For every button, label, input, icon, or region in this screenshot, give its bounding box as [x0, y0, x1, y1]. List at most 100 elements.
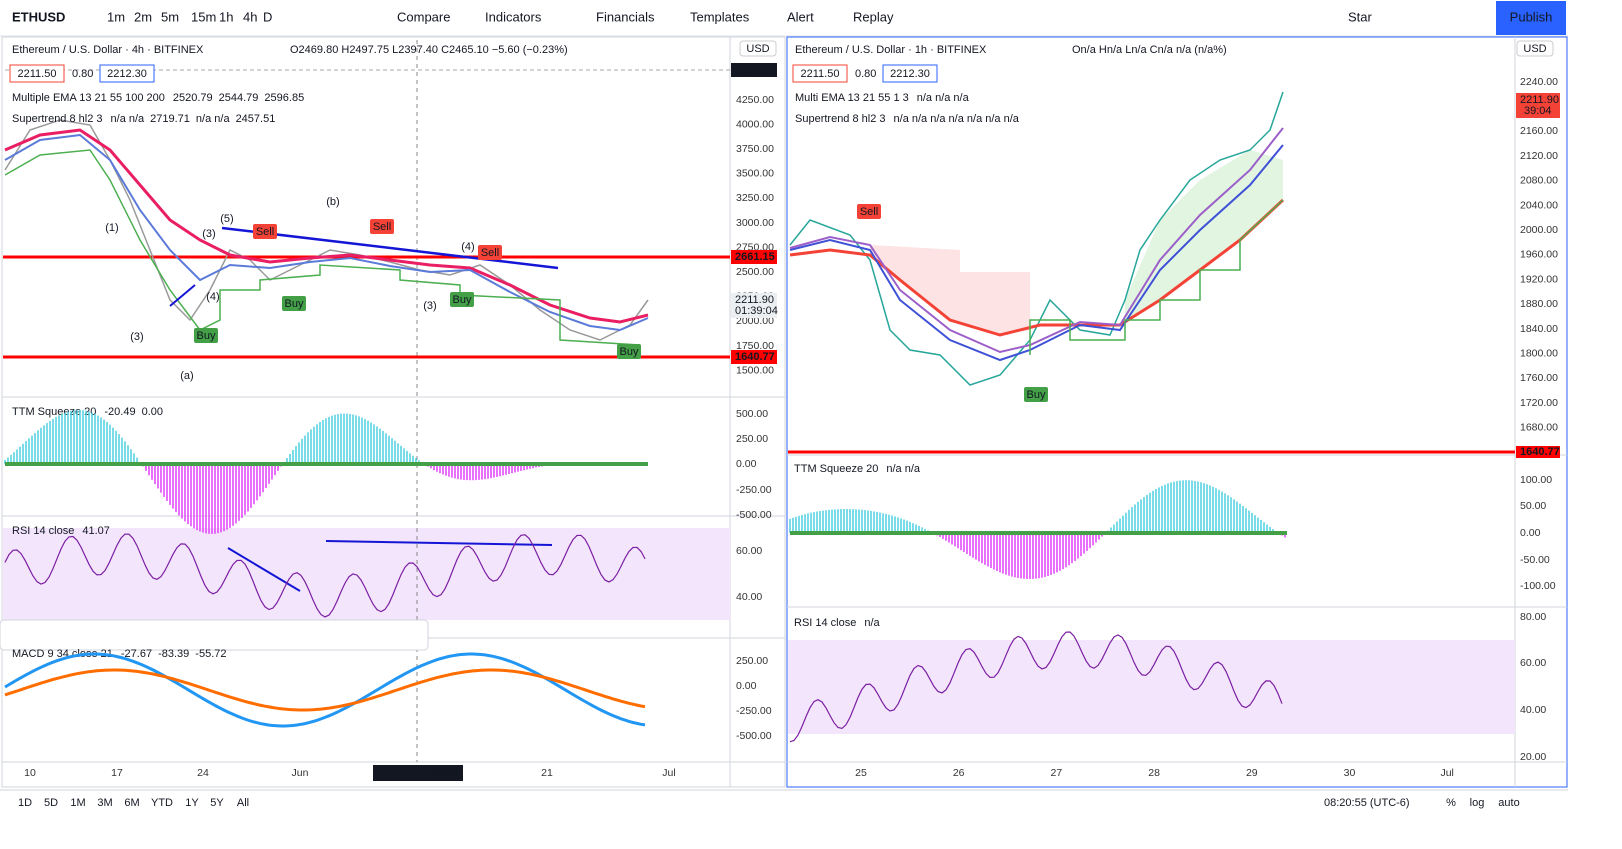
pane-axis-label: -250.00 — [736, 705, 772, 717]
price-label: 1800.00 — [1520, 347, 1558, 359]
ask-box — [882, 64, 938, 83]
range-button[interactable]: 5D — [44, 797, 58, 809]
supertrend-fill — [870, 245, 1030, 335]
interval[interactable]: D — [263, 9, 272, 24]
pane-value: -27.67 — [121, 648, 152, 660]
price-label: 2240.00 — [1520, 76, 1558, 88]
pane-axis-label: 0.00 — [1520, 527, 1541, 539]
ohlc: On/a Hn/a Ln/a Cn/a n/a (n/a%) — [1072, 44, 1227, 56]
trend-line — [227, 547, 301, 592]
interval[interactable]: 2m — [134, 9, 152, 24]
toolbar-button[interactable]: Templates — [690, 9, 750, 24]
pane-axis-label: 100.00 — [1520, 474, 1552, 486]
pane-axis-label: 60.00 — [1520, 657, 1546, 669]
publish-button[interactable] — [1496, 1, 1566, 35]
price-label: 2040.00 — [1520, 199, 1558, 211]
pane-axis-label: -100.00 — [1520, 580, 1556, 592]
price-label: 3000.00 — [736, 217, 774, 229]
interval[interactable]: 4h — [243, 9, 257, 24]
clock: 08:20:55 (UTC-6) — [1324, 797, 1410, 809]
rsi-line — [789, 631, 1283, 743]
spread: 0.80 — [855, 68, 876, 80]
crosshair-time: 10 Jun '21 18:00 — [377, 767, 458, 779]
signal-label: Sell — [481, 247, 499, 259]
range-button[interactable]: 1M — [70, 797, 85, 809]
ema-line — [4, 133, 649, 332]
price-tag — [731, 63, 777, 77]
price-tag — [731, 293, 777, 318]
time-label: 29 — [1246, 767, 1258, 779]
interval[interactable]: 1m — [107, 9, 125, 24]
wave-label: (4) — [206, 291, 219, 303]
time-label: 26 — [953, 767, 965, 779]
toolbar-button[interactable]: Compare — [397, 9, 450, 24]
range-button[interactable]: 5Y — [210, 797, 224, 809]
star-button[interactable]: Star — [1348, 9, 1373, 24]
price-tag-label: 01:39:04 — [735, 305, 778, 317]
macd-line — [4, 652, 646, 728]
price-tag — [1516, 446, 1560, 458]
price-label: 2500.00 — [736, 266, 774, 278]
range-button[interactable]: All — [237, 797, 249, 809]
trend-line — [169, 284, 196, 307]
scale-option[interactable]: log — [1470, 797, 1485, 809]
currency-box — [739, 40, 777, 57]
indicator-value: 2596.85 — [264, 92, 304, 104]
pane-value: -83.39 — [158, 648, 189, 660]
price-label: 4250.00 — [736, 94, 774, 106]
signal-label: Buy — [285, 298, 304, 310]
price-label: 2000.00 — [1520, 224, 1558, 236]
rsi-band — [788, 640, 1515, 734]
toolbar-button[interactable]: Alert — [787, 9, 814, 24]
toolbar-button[interactable]: Financials — [596, 9, 655, 24]
pane-value: 41.07 — [82, 525, 110, 537]
price-label: 1750.00 — [736, 340, 774, 352]
price-label: 2120.00 — [1520, 150, 1558, 162]
time-label: 10 — [24, 767, 36, 779]
range-button[interactable]: 6M — [124, 797, 139, 809]
pane-axis-label: 60.00 — [736, 545, 762, 557]
indicator-value: 2457.51 — [236, 113, 276, 125]
price-tag — [1516, 93, 1560, 118]
scale-option[interactable]: % — [1446, 797, 1456, 809]
range-button[interactable]: 3M — [97, 797, 112, 809]
scale-option[interactable]: auto — [1498, 797, 1519, 809]
price-label: 4000.00 — [736, 118, 774, 130]
pane-name: RSI 14 close — [12, 525, 74, 537]
interval[interactable]: 1h — [219, 9, 233, 24]
interval[interactable]: 15m — [191, 9, 216, 24]
publish-label[interactable]: Publish — [1510, 9, 1553, 24]
ohlc: O2469.80 H2497.75 L2397.40 C2465.10 −5.6… — [290, 44, 568, 56]
wave-label: (1) — [105, 222, 118, 234]
pane-name: MACD 9 34 close 21 — [12, 648, 113, 660]
spread: 0.80 — [72, 68, 93, 80]
price-label: 1920.00 — [1520, 273, 1558, 285]
signal-label: Buy — [453, 294, 472, 306]
drawing-toolbar[interactable] — [0, 619, 429, 651]
interval[interactable]: 5m — [161, 9, 179, 24]
toolbar-button[interactable]: Indicators — [485, 9, 542, 24]
left-chart-frame — [1, 36, 786, 788]
ema-line — [4, 128, 649, 324]
price-label: 1960.00 — [1520, 249, 1558, 261]
range-button[interactable]: 1D — [18, 797, 32, 809]
price-tag-label: 2211.90 — [735, 294, 774, 306]
chart-title: Ethereum / U.S. Dollar · 1h · BITFINEX — [795, 44, 987, 56]
price-label: 3250.00 — [736, 192, 774, 204]
range-button[interactable]: YTD — [151, 797, 173, 809]
range-button[interactable]: 1Y — [185, 797, 199, 809]
toolbar-button[interactable]: Replay — [853, 9, 894, 24]
signal-box — [1024, 387, 1048, 402]
pane-axis-label: -50.00 — [1520, 554, 1550, 566]
pane-axis-label: 20.00 — [1520, 751, 1546, 763]
time-label: Jul — [662, 767, 675, 779]
signal-label: Sell — [860, 206, 878, 218]
pane-axis-label: 40.00 — [736, 591, 762, 603]
wave-label: (a) — [180, 370, 193, 382]
wave-label: (3) — [423, 300, 436, 312]
ask-box — [99, 64, 155, 83]
price-tag-label: 4557.66 — [735, 64, 775, 76]
signal-box — [478, 245, 502, 260]
signal-box — [370, 219, 394, 234]
rsi-band — [3, 528, 730, 620]
